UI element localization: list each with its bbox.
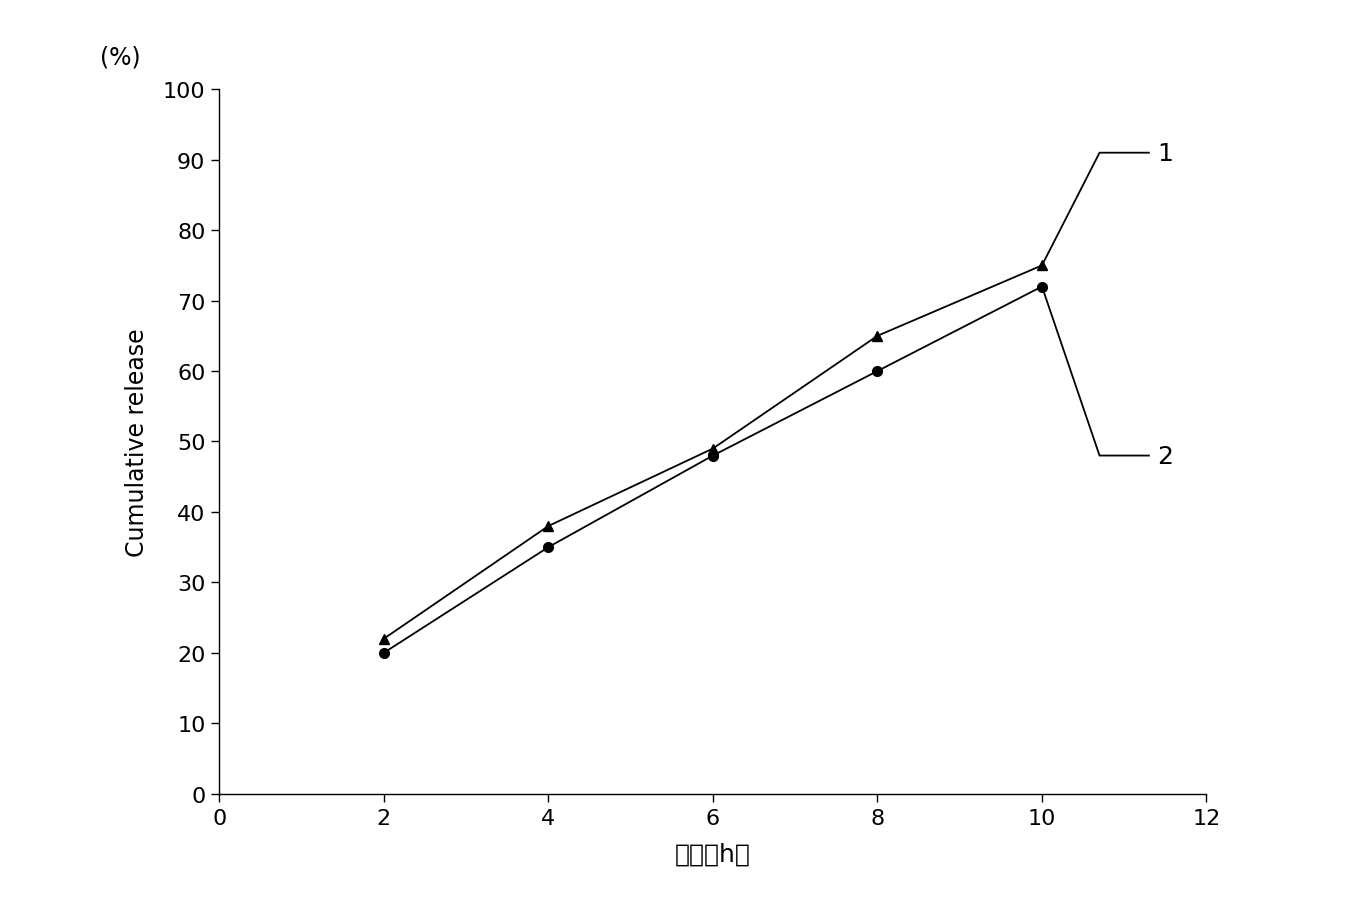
X-axis label: 时间（h）: 时间（h） (675, 842, 751, 865)
Text: 2: 2 (1157, 444, 1174, 468)
Text: (%): (%) (100, 45, 141, 69)
Y-axis label: Cumulative release: Cumulative release (125, 327, 149, 557)
Text: 1: 1 (1157, 142, 1174, 165)
